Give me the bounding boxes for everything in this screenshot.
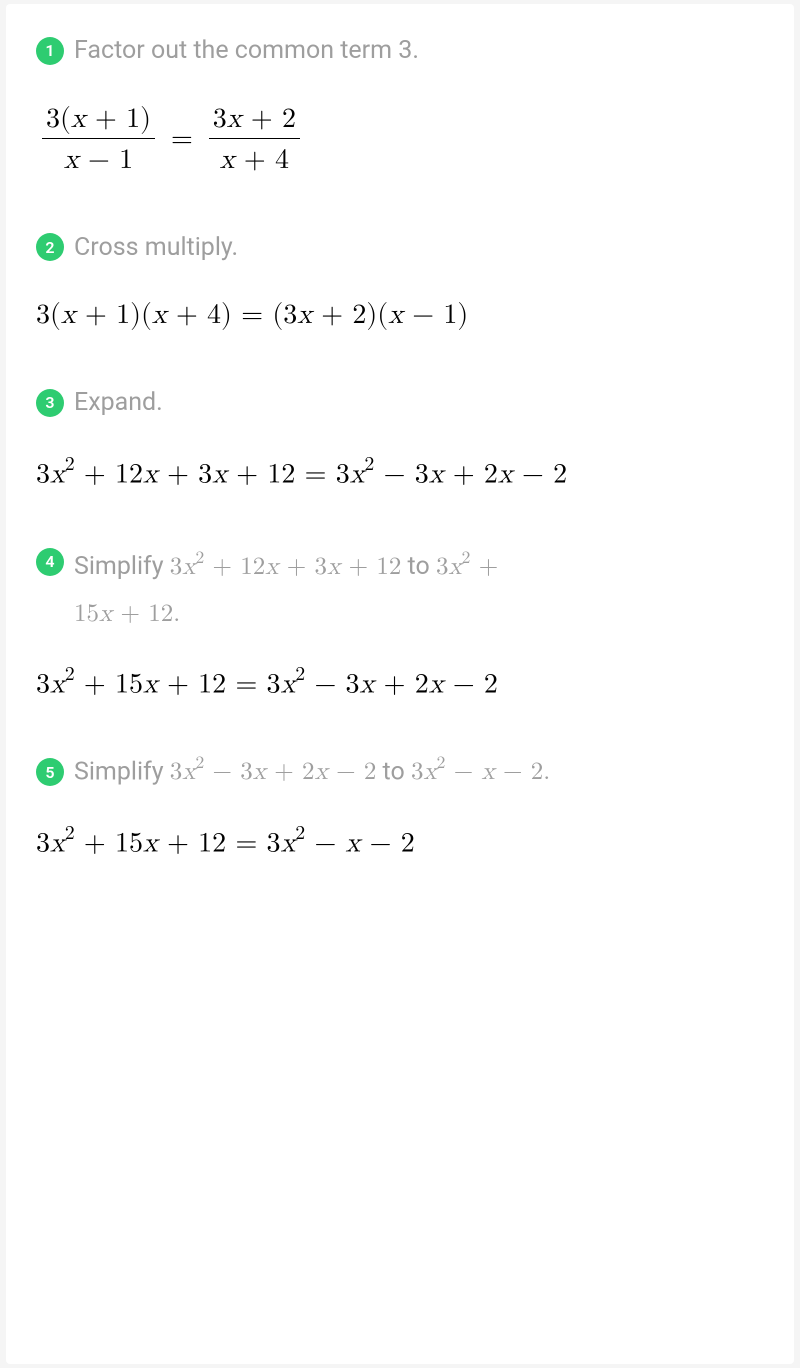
step-badge-5: 5 xyxy=(36,758,64,786)
step-badge-4: 4 xyxy=(36,548,64,576)
step-header: 2 Cross multiply. xyxy=(36,229,764,267)
math-3: 3x2 + 12x + 3x + 12 = 3x2 − 3x + 2x − 2 xyxy=(36,454,764,491)
step-text-1: Factor out the common term 3. xyxy=(74,32,419,70)
step-header: 1 Factor out the common term 3. xyxy=(36,32,764,70)
step-header: 4 Simplify 3x2 + 12x + 3x + 12 to 3x2 +1… xyxy=(36,543,764,638)
step-badge-2: 2 xyxy=(36,233,64,261)
step-text-2: Cross multiply. xyxy=(74,229,238,267)
step-2: 2 Cross multiply. 3(x + 1)(x + 4) = (3x … xyxy=(36,229,764,333)
math-4: 3x2 + 15x + 12 = 3x2 − 3x + 2x − 2 xyxy=(36,664,764,701)
step-header: 3 Expand. xyxy=(36,384,764,422)
step-text-4: Simplify 3x2 + 12x + 3x + 12 to 3x2 +15x… xyxy=(74,543,498,638)
math-2: 3(x + 1)(x + 4) = (3x + 2)(x − 1) xyxy=(36,298,764,332)
step-4: 4 Simplify 3x2 + 12x + 3x + 12 to 3x2 +1… xyxy=(36,543,764,701)
solution-card: 1 Factor out the common term 3. 3(x + 1)… xyxy=(6,4,794,1364)
step-header: 5 Simplify 3x2 − 3x + 2x − 2 to 3x2 − x … xyxy=(36,753,764,791)
fraction-right: 3x + 2 x + 4 xyxy=(209,102,300,177)
step-3: 3 Expand. 3x2 + 12x + 3x + 12 = 3x2 − 3x… xyxy=(36,384,764,491)
step-text-5: Simplify 3x2 − 3x + 2x − 2 to 3x2 − x − … xyxy=(74,753,550,791)
step-text-3: Expand. xyxy=(74,384,163,422)
math-5: 3x2 + 15x + 12 = 3x2 − x − 2 xyxy=(36,823,764,860)
math-1: 3(x + 1) x − 1 = 3x + 2 x + 4 xyxy=(36,102,764,177)
step-badge-1: 1 xyxy=(36,37,64,65)
step-1: 1 Factor out the common term 3. 3(x + 1)… xyxy=(36,32,764,177)
fraction-left: 3(x + 1) x − 1 xyxy=(42,102,155,177)
step-5: 5 Simplify 3x2 − 3x + 2x − 2 to 3x2 − x … xyxy=(36,753,764,860)
step-badge-3: 3 xyxy=(36,389,64,417)
